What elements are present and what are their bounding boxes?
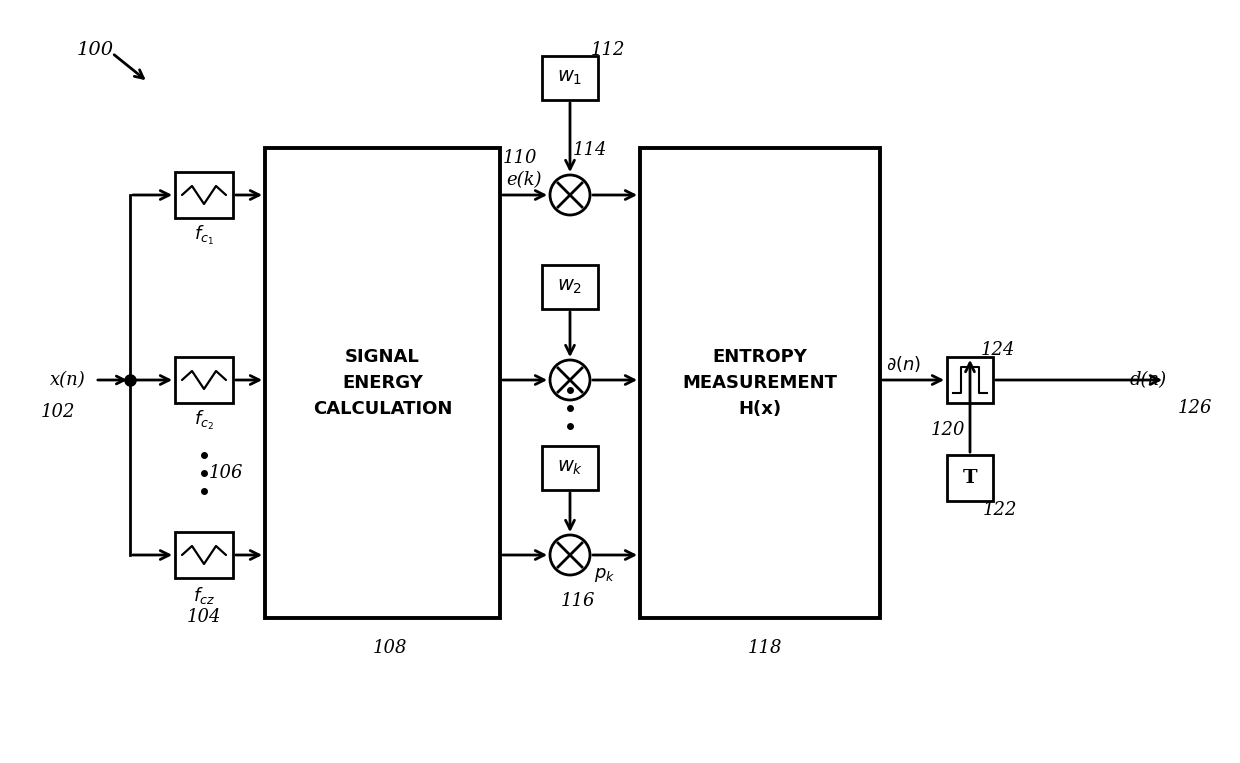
Bar <box>175 357 233 403</box>
Text: 124: 124 <box>981 341 1016 359</box>
Text: $w_k$: $w_k$ <box>557 459 583 477</box>
Bar <box>640 148 880 618</box>
Text: $w_2$: $w_2$ <box>558 278 583 296</box>
Text: 108: 108 <box>373 639 407 657</box>
Circle shape <box>551 175 590 215</box>
Bar <box>542 265 598 309</box>
Text: 118: 118 <box>748 639 782 657</box>
Text: 100: 100 <box>77 41 114 59</box>
Text: x(n): x(n) <box>50 371 86 389</box>
Text: 126: 126 <box>1178 399 1213 417</box>
Text: $f_{cz}$: $f_{cz}$ <box>193 584 215 606</box>
Text: $p_k$: $p_k$ <box>594 566 615 584</box>
Bar <box>947 455 993 501</box>
Bar <box>175 532 233 578</box>
Text: SIGNAL
ENERGY
CALCULATION: SIGNAL ENERGY CALCULATION <box>312 348 453 418</box>
Bar <box>947 357 993 403</box>
Text: e(k): e(k) <box>506 171 542 189</box>
Bar <box>542 56 598 100</box>
Text: 106: 106 <box>208 464 243 482</box>
Text: 116: 116 <box>560 592 595 610</box>
Text: 102: 102 <box>41 403 76 421</box>
Text: 112: 112 <box>590 41 625 59</box>
Bar <box>265 148 500 618</box>
Text: 104: 104 <box>187 608 221 626</box>
Text: $\partial(n)$: $\partial(n)$ <box>887 354 921 374</box>
Text: $w_1$: $w_1$ <box>557 69 583 87</box>
Text: 120: 120 <box>931 421 965 439</box>
Text: ENTROPY
MEASUREMENT
H(x): ENTROPY MEASUREMENT H(x) <box>682 348 837 418</box>
Text: 110: 110 <box>502 149 537 167</box>
Text: 114: 114 <box>573 141 608 159</box>
Text: $f_{c_2}$: $f_{c_2}$ <box>193 408 215 432</box>
Bar <box>175 172 233 218</box>
Text: d(n): d(n) <box>1130 371 1167 389</box>
Circle shape <box>551 360 590 400</box>
Bar <box>542 446 598 490</box>
Circle shape <box>551 535 590 575</box>
Text: $f_{c_1}$: $f_{c_1}$ <box>193 224 215 246</box>
Text: 122: 122 <box>983 501 1017 519</box>
Text: T: T <box>962 469 977 487</box>
